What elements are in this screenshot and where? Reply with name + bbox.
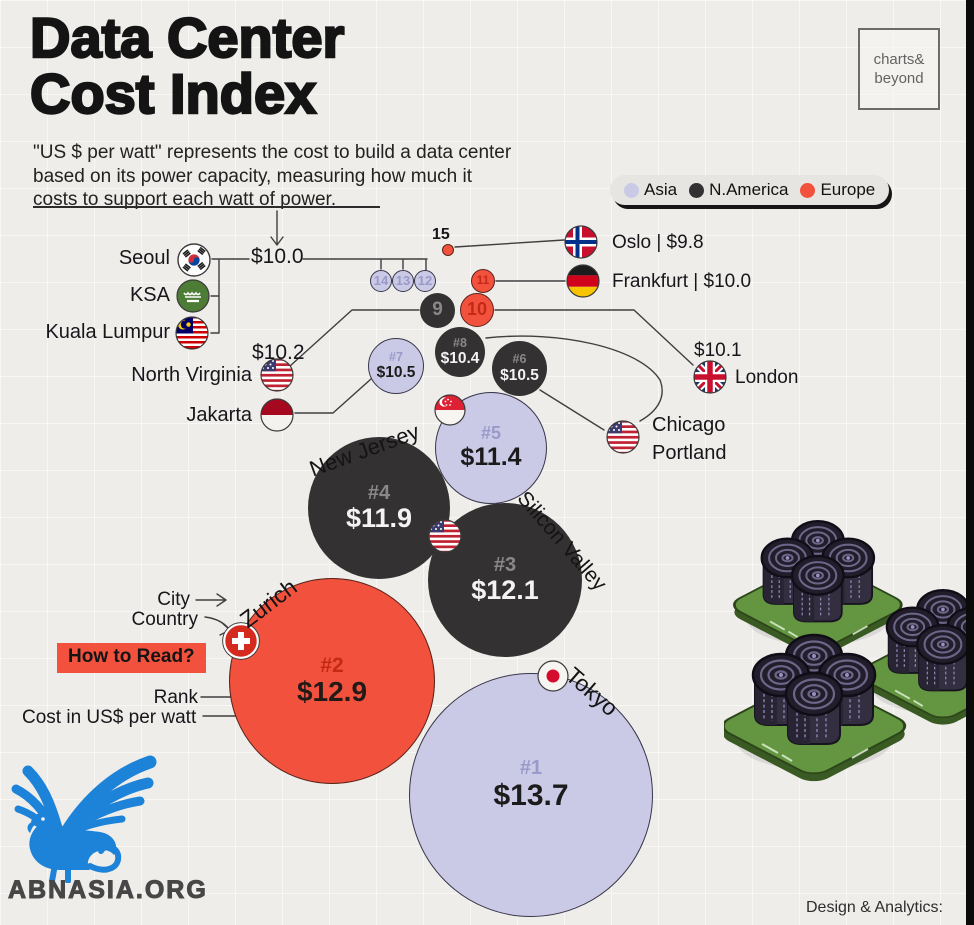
brand-watermark: ABNASIA.ORG	[8, 876, 208, 905]
bubble-rank13: 13	[392, 270, 414, 292]
flag-indonesia-icon	[260, 398, 294, 432]
bubble-rank: 13	[395, 272, 411, 288]
bubble-price: $10.4	[440, 350, 480, 368]
namerica-dot-icon	[689, 182, 705, 198]
bubble-price: $12.9	[296, 676, 368, 708]
flag-south-korea-icon	[177, 243, 211, 277]
bubble-rank10: 10	[460, 293, 494, 327]
bubble-rank15-dot	[442, 244, 454, 256]
credit-text: Design & Analytics:	[806, 899, 943, 916]
flag-malaysia-icon	[175, 316, 209, 350]
label-oslo: Oslo | $9.8	[612, 232, 704, 253]
bubble-rank15-label: 15	[432, 226, 450, 243]
howto-cost-label: Cost in US$ per watt	[22, 707, 197, 728]
flag-norway-icon	[564, 225, 598, 259]
bubble-rank8: #8 $10.4	[435, 327, 485, 377]
label-london: London	[735, 367, 799, 388]
bubble-rank: 14	[373, 272, 389, 288]
bubble-rank: #5	[480, 423, 502, 444]
logo-line2: beyond	[874, 70, 924, 87]
bubble-singapore: #5 $11.4	[435, 392, 547, 504]
bubble-rank: 9	[432, 299, 443, 321]
legend-item-europe: Europe	[800, 180, 875, 200]
bubble-rank9: 9	[420, 293, 455, 328]
bubble-rank: 10	[466, 299, 488, 320]
title-line2: Cost Index	[29, 62, 318, 125]
flag-usa-icon	[260, 358, 294, 392]
bubble-rank11: 11	[471, 269, 495, 293]
bubble-rank: 11	[476, 273, 490, 288]
label-north-virginia: North Virginia	[131, 364, 252, 386]
howto-city-label: City	[157, 589, 190, 610]
label-kuala-lumpur: Kuala Lumpur	[45, 321, 170, 343]
subtitle-underline	[33, 206, 380, 208]
label-ksa: KSA	[129, 284, 170, 306]
bubble-rank: #4	[367, 482, 391, 505]
label-price-10-1: $10.1	[694, 340, 742, 361]
page-title: Data Center Cost Index	[29, 6, 346, 125]
legend: Asia N.America Europe	[610, 175, 890, 205]
flag-japan-icon	[537, 660, 569, 692]
bubble-rank: #3	[493, 554, 517, 577]
flag-singapore-icon	[434, 394, 466, 426]
flag-switzerland-icon	[222, 622, 260, 660]
bubble-rank: #1	[519, 756, 543, 779]
label-price-10-2: $10.2	[252, 341, 305, 364]
title-line1: Data Center	[29, 6, 346, 69]
label-chicago: Chicago	[652, 414, 726, 436]
subtitle-line2: based on its power capacity, measuring h…	[33, 165, 472, 187]
legend-label: Europe	[820, 180, 876, 199]
bubble-price: $12.1	[471, 575, 539, 606]
bubble-rank: #8	[453, 335, 467, 350]
bubble-rank: #6	[512, 352, 527, 367]
flag-uk-icon	[693, 360, 727, 394]
how-to-read-chip: How to Read?	[57, 643, 206, 673]
bubble-rank: #2	[320, 654, 344, 678]
howto-country-label: Country	[131, 609, 198, 630]
bubble-price: $13.7	[493, 778, 569, 812]
flag-usa-icon	[606, 420, 640, 454]
bubble-price: $10.5	[500, 366, 539, 384]
bubble-rank: 12	[417, 272, 433, 288]
label-frankfurt: Frankfurt | $10.0	[612, 271, 752, 292]
label-portland: Portland	[652, 442, 727, 464]
label-seoul: Seoul	[118, 247, 170, 269]
flag-usa-icon	[428, 519, 462, 553]
subtitle: "US $ per watt" represents the cost to b…	[33, 141, 511, 212]
bubble-rank14: 14	[370, 270, 392, 292]
logo-line1: charts&	[873, 50, 925, 68]
bubble-price: $10.5	[376, 364, 416, 382]
legend-label: N.America	[709, 180, 789, 199]
bubble-price: $11.9	[345, 503, 413, 534]
subtitle-line1: "US $ per watt" represents the cost to b…	[33, 142, 512, 163]
griffin-logo-icon	[11, 755, 157, 883]
legend-label: Asia	[644, 180, 678, 199]
right-edge-bar	[966, 0, 974, 925]
legend-item-namerica: N.America	[689, 180, 788, 200]
flag-germany-icon	[566, 264, 600, 298]
subtitle-line3: costs to support each watt of power.	[33, 189, 337, 210]
server-rack-illustration	[724, 500, 974, 925]
charts-and-beyond-logo: charts& beyond	[858, 28, 940, 110]
europe-dot-icon	[800, 182, 816, 198]
legend-item-asia: Asia	[624, 180, 677, 200]
bubble-rank: #7	[389, 349, 403, 364]
bubble-price: $11.4	[460, 443, 522, 472]
bubble-new-jersey: #4 $11.9	[308, 437, 450, 579]
label-price-10-0: $10.0	[251, 245, 304, 268]
bubble-zurich: #2 $12.9	[229, 578, 435, 784]
bubble-rank12: 12	[414, 270, 436, 292]
asia-dot-icon	[624, 182, 639, 198]
flag-saudi-arabia-icon	[176, 279, 210, 313]
bubble-tokyo: #1 $13.7	[409, 673, 653, 917]
bubble-rank6: #6 $10.5	[492, 341, 547, 396]
howto-rank-label: Rank	[153, 687, 198, 708]
label-jakarta: Jakarta	[186, 404, 252, 426]
bubble-rank7: #7 $10.5	[368, 338, 424, 394]
